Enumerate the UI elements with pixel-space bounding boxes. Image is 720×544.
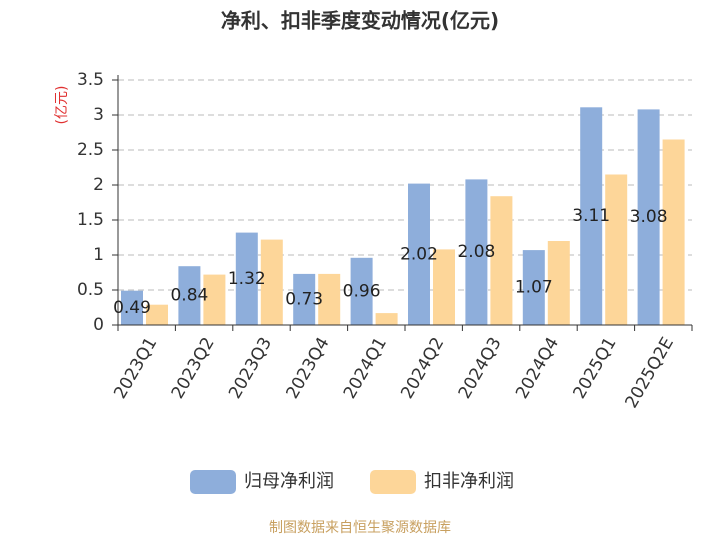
bar bbox=[637, 109, 660, 326]
bar bbox=[178, 266, 201, 325]
bar bbox=[522, 250, 545, 325]
bar bbox=[260, 239, 283, 325]
value-label: 0.49 bbox=[113, 298, 151, 318]
y-tick-label: 2 bbox=[93, 175, 104, 195]
x-tick-label: 2023Q3 bbox=[225, 334, 276, 402]
x-tick-label: 2023Q1 bbox=[110, 334, 161, 402]
value-label: 3.08 bbox=[630, 207, 668, 227]
bar bbox=[146, 304, 168, 325]
x-tick-label: 2024Q3 bbox=[455, 334, 506, 402]
bar bbox=[580, 107, 603, 325]
x-tick-label: 2023Q4 bbox=[283, 334, 334, 402]
y-tick-label: 0 bbox=[93, 315, 104, 335]
bar bbox=[235, 232, 258, 325]
y-tick-label: 0.5 bbox=[77, 280, 104, 300]
bar bbox=[662, 139, 685, 325]
value-label: 0.96 bbox=[343, 281, 381, 301]
bar bbox=[433, 249, 455, 325]
value-label: 0.73 bbox=[285, 289, 323, 309]
bar bbox=[121, 290, 143, 325]
y-axis-label: (亿元) bbox=[54, 86, 70, 125]
y-tick-label: 1 bbox=[93, 245, 104, 265]
bar bbox=[293, 273, 316, 325]
y-tick-label: 3.5 bbox=[77, 70, 104, 90]
bar bbox=[490, 196, 513, 325]
x-tick-label: 2023Q2 bbox=[168, 334, 219, 402]
x-tick-label: 2025Q1 bbox=[570, 334, 621, 402]
value-label: 2.08 bbox=[457, 242, 495, 262]
bar bbox=[547, 241, 570, 325]
x-tick-label: 2024Q2 bbox=[397, 334, 448, 402]
legend-swatch bbox=[370, 470, 416, 494]
legend-label: 扣非净利润 bbox=[424, 471, 514, 492]
bar bbox=[605, 174, 628, 325]
value-label: 0.84 bbox=[170, 286, 208, 306]
value-label: 1.07 bbox=[515, 278, 553, 298]
y-tick-label: 3 bbox=[93, 105, 104, 125]
bar bbox=[408, 183, 430, 325]
bar bbox=[318, 273, 341, 325]
bar bbox=[203, 274, 226, 325]
source-note: 制图数据来自恒生聚源数据库 bbox=[269, 520, 451, 536]
x-tick-label: 2025Q2E bbox=[622, 334, 678, 412]
bar bbox=[375, 313, 398, 325]
chart-title: 净利、扣非季度变动情况(亿元) bbox=[221, 9, 499, 33]
x-tick-label: 2024Q1 bbox=[340, 334, 391, 402]
x-tick-label: 2024Q4 bbox=[512, 334, 563, 402]
value-label: 1.32 bbox=[228, 269, 266, 289]
legend-label: 归母净利润 bbox=[244, 471, 334, 492]
value-label: 3.11 bbox=[572, 206, 610, 226]
value-label: 2.02 bbox=[400, 244, 438, 264]
bar bbox=[350, 257, 373, 325]
bar bbox=[465, 179, 488, 325]
y-tick-label: 2.5 bbox=[77, 140, 104, 160]
y-tick-label: 1.5 bbox=[77, 210, 104, 230]
legend-swatch bbox=[190, 470, 236, 494]
